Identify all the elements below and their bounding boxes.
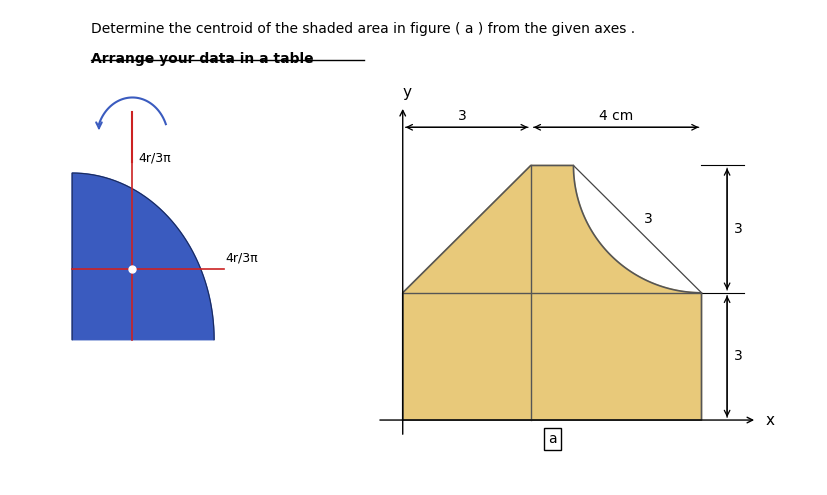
Text: 3: 3	[733, 349, 741, 363]
Text: Determine the centroid of the shaded area in figure ( a ) from the given axes .: Determine the centroid of the shaded are…	[91, 22, 638, 36]
Polygon shape	[72, 173, 214, 340]
Text: 3: 3	[733, 222, 741, 236]
Polygon shape	[402, 165, 700, 420]
Text: 4r/3π: 4r/3π	[138, 151, 170, 164]
Text: y: y	[402, 85, 411, 99]
Text: Arrange your data in a table: Arrange your data in a table	[91, 52, 313, 66]
Text: 3: 3	[643, 211, 652, 226]
Text: 4r/3π: 4r/3π	[225, 251, 258, 264]
Text: 4 cm: 4 cm	[598, 109, 633, 123]
Text: a: a	[547, 432, 556, 446]
Text: 3: 3	[457, 109, 466, 123]
Text: x: x	[765, 412, 773, 428]
